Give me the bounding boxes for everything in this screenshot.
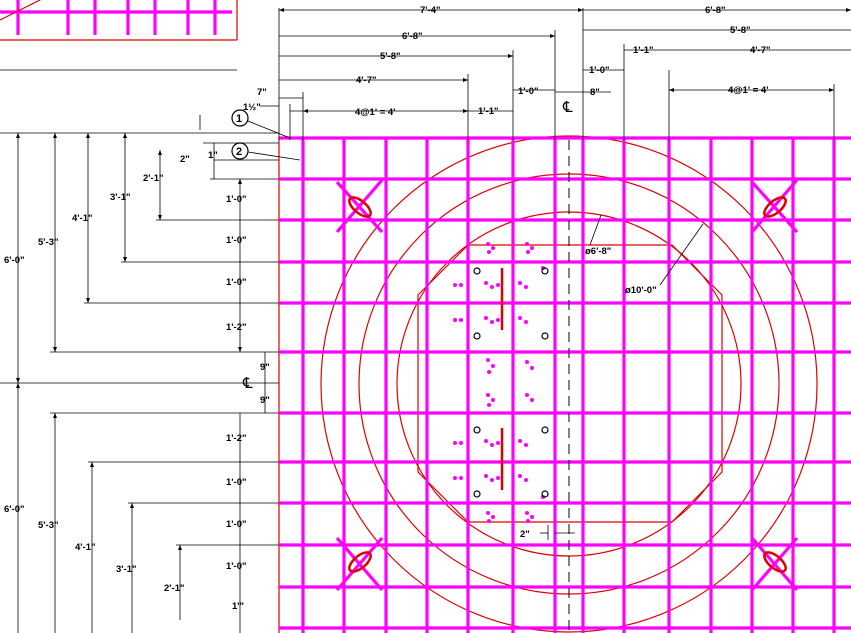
dim-left-top-4-1: 4'-1" bbox=[72, 213, 93, 224]
dim-left-top-6-0: 6'-0" bbox=[4, 255, 25, 266]
centerline-symbol-top: ℄ bbox=[562, 99, 573, 116]
left-dimensions-bottom bbox=[16, 383, 279, 633]
dim-left-bottom-3-1: 3'-1" bbox=[116, 564, 137, 575]
dim-left-bottom-1-0-b: 1'-0" bbox=[226, 519, 247, 530]
dim-left-bottom-1-0-c: 1'-0" bbox=[226, 561, 247, 572]
dim-top-6-8-left: 6'-8" bbox=[402, 31, 423, 42]
callout-1: 1 bbox=[231, 109, 291, 139]
anchor-top-left bbox=[335, 178, 384, 234]
pier-circle-outer bbox=[320, 135, 818, 633]
adjacent-view-fragment bbox=[0, 0, 238, 71]
anchor-top-right bbox=[750, 178, 799, 234]
dim-top-1-0-left: 1'-0" bbox=[518, 86, 539, 97]
spacing-2-label: 2" bbox=[520, 529, 530, 540]
anchor-bottom-left bbox=[335, 536, 384, 592]
left-dimensions-top bbox=[0, 115, 279, 413]
diameter-outer-label: ø10'-0" bbox=[625, 285, 657, 296]
dim-top-6-8-right: 6'-8" bbox=[705, 5, 726, 16]
dim-left-top-2: 2" bbox=[180, 154, 190, 165]
spacing-dim bbox=[540, 525, 575, 540]
dim-top-7-4: 7'-4" bbox=[420, 5, 441, 16]
dim-left-top-1-2: 1'-2" bbox=[226, 322, 247, 333]
callout-2: 2 bbox=[231, 142, 301, 161]
centerline-symbol-left: ℄ bbox=[242, 375, 253, 392]
dim-left-bottom-1-0-a: 1'-0" bbox=[226, 477, 247, 488]
anchor-bolt-dots bbox=[453, 242, 545, 523]
dim-left-top-1-0-b: 1'-0" bbox=[226, 235, 247, 246]
dim-top-5-8-left: 5'-8" bbox=[380, 51, 401, 62]
rebar-grid bbox=[279, 136, 851, 633]
dim-top-1-1-left: 1'-1" bbox=[478, 106, 499, 117]
dim-left-top-3-1: 3'-1" bbox=[110, 192, 131, 203]
column-octagon bbox=[417, 244, 723, 523]
dim-left-bottom-5-3: 5'-3" bbox=[38, 520, 59, 531]
dim-left-top-2-1: 2'-1" bbox=[143, 173, 164, 184]
dim-top-4at1-right: 4@1' = 4' bbox=[728, 85, 768, 96]
dim-left-9-a: 9" bbox=[260, 362, 270, 373]
svg-text:1: 1 bbox=[236, 113, 242, 125]
dim-left-bottom-4-1: 4'-1" bbox=[75, 542, 96, 553]
dim-top-4-7-right: 4'-7" bbox=[750, 45, 771, 56]
dim-top-8: 8" bbox=[590, 87, 600, 98]
diameter-inner-label: ø6'-8" bbox=[585, 246, 611, 257]
top-dimensions bbox=[260, 8, 851, 140]
dim-left-top-1: 1" bbox=[208, 150, 218, 161]
dim-left-top-5-3: 5'-3" bbox=[38, 237, 59, 248]
svg-text:2: 2 bbox=[236, 146, 242, 158]
anchor-bottom-right bbox=[750, 536, 799, 592]
dim-top-4-7-left: 4'-7" bbox=[356, 75, 377, 86]
dim-left-bottom-1: 1'" bbox=[232, 601, 244, 612]
dim-top-1-1-right: 1'-1" bbox=[633, 45, 654, 56]
anchor-bolt-heads bbox=[473, 267, 549, 498]
dim-top-1-0-right: 1'-0" bbox=[589, 65, 610, 76]
dim-left-9-b: 9" bbox=[260, 395, 270, 406]
diameter-leaders bbox=[589, 214, 704, 286]
dim-top-4at1-left: 4@1' = 4' bbox=[355, 107, 395, 118]
dim-left-bottom-2-1: 2'-1" bbox=[164, 583, 185, 594]
dim-top-1-half: 1½" bbox=[243, 102, 261, 113]
dim-left-bottom-1-2: 1'-2" bbox=[226, 433, 247, 444]
dim-left-top-1-0-a: 1'-0" bbox=[226, 194, 247, 205]
dim-left-top-1-0-c: 1'-0" bbox=[226, 277, 247, 288]
dim-left-bottom-6-0: 6'-0" bbox=[4, 504, 25, 515]
dim-top-7: 7" bbox=[257, 87, 267, 98]
dim-top-5-8-right: 5'-8" bbox=[730, 25, 751, 36]
